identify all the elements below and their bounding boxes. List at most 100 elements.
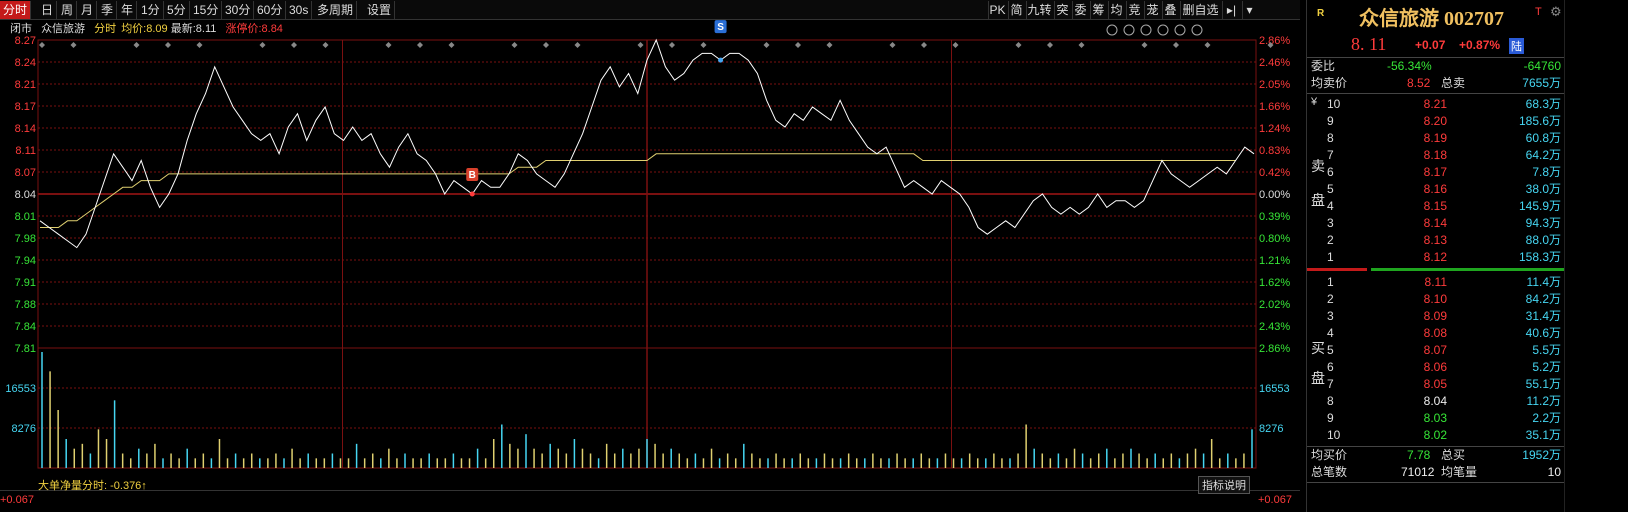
sell-price: 8.12	[1423, 250, 1447, 264]
sell-price: 8.16	[1423, 182, 1447, 196]
limit-price-label: 涨停价:8.84	[225, 23, 282, 35]
zoom-in-icon[interactable]	[1174, 24, 1186, 36]
tool-button-10[interactable]: 删自选	[1180, 1, 1220, 19]
period-tab-5[interactable]: 年	[118, 1, 138, 19]
hand-icon[interactable]	[1123, 24, 1135, 36]
buy-level-row[interactable]: 9 8.03 2.2万	[1307, 410, 1565, 427]
tool-button-6[interactable]: 均	[1108, 1, 1124, 19]
sell-level-row[interactable]: 8 8.19 60.8万	[1307, 130, 1565, 147]
event-diamond-icon	[70, 42, 77, 48]
sell-level-row[interactable]: 1 8.12 158.3万	[1307, 249, 1565, 266]
buy-level-row[interactable]: 3 8.09 31.4万	[1307, 308, 1565, 325]
sell-level-row[interactable]: 5 8.16 38.0万	[1307, 181, 1565, 198]
tool-button-11[interactable]: ▸|	[1222, 1, 1240, 19]
price-change-pct: +0.87%	[1459, 38, 1501, 52]
play-icon[interactable]	[1157, 24, 1169, 36]
total-sell-label: 总卖	[1441, 76, 1466, 90]
sell-level-row[interactable]: 10 8.21 68.3万	[1307, 96, 1565, 113]
period-tab-0[interactable]: 分时	[0, 1, 32, 19]
buy-level-row[interactable]: 4 8.08 40.6万	[1307, 325, 1565, 342]
period-tab-3[interactable]: 月	[78, 1, 98, 19]
sell-volume: 64.2万	[1525, 148, 1561, 162]
refresh-icon[interactable]	[1140, 24, 1152, 36]
tool-button-9[interactable]: 叠	[1162, 1, 1178, 19]
price-tick-label: 7.88	[15, 299, 36, 311]
buy-level-row[interactable]: 8 8.04 11.2万	[1307, 393, 1565, 410]
buy-volume: 11.2万	[1526, 394, 1561, 408]
order-book-panel: R 众信旅游 002707 T ⚙ 8. 11 +0.07 +0.87% 陆 委…	[1306, 0, 1565, 512]
indicator-left-value: +0.067	[0, 494, 34, 506]
period-tab-2[interactable]: 周	[58, 1, 78, 19]
buy-level-row[interactable]: 5 8.07 5.5万	[1307, 342, 1565, 359]
period-tab-10[interactable]: 60分	[254, 1, 287, 19]
buy-side-label-2: 盘	[1311, 370, 1325, 386]
sell-level-row[interactable]: 9 8.20 185.6万	[1307, 113, 1565, 130]
period-tab-7[interactable]: 5分	[164, 1, 190, 19]
intraday-chart[interactable]: 8.27 2.86% 8.24 2.46% 8.21 2.05% 8.17 1.66% 8.14…	[0, 20, 1300, 490]
period-tab-6[interactable]: 1分	[138, 1, 164, 19]
settings-gear-icon[interactable]: ⚙	[1550, 4, 1562, 19]
period-tab-1[interactable]: 日	[38, 1, 58, 19]
tool-button-8[interactable]: 茏	[1144, 1, 1160, 19]
eye-icon[interactable]	[1106, 24, 1118, 36]
sell-level-row[interactable]: 2 8.13 88.0万	[1307, 232, 1565, 249]
stock-name: 众信旅游	[41, 23, 86, 35]
price-change: +0.07	[1415, 38, 1446, 52]
tool-button-0[interactable]: PK	[988, 1, 1006, 19]
buy-volume: 84.2万	[1525, 292, 1561, 306]
event-diamond-icon	[763, 42, 770, 48]
buy-price: 8.09	[1423, 309, 1447, 323]
sell-level: 5	[1327, 182, 1334, 196]
event-diamond-icon	[1015, 42, 1022, 48]
buy-level-row[interactable]: 1 8.11 11.4万	[1307, 274, 1565, 291]
buy-level-row[interactable]: 7 8.05 55.1万	[1307, 376, 1565, 393]
book-divider	[1307, 268, 1367, 271]
buy-level-row[interactable]: 6 8.06 5.2万	[1307, 359, 1565, 376]
sell-level-row[interactable]: 4 8.15 145.9万	[1307, 198, 1565, 215]
buy-level: 5	[1327, 343, 1334, 357]
indicator-help-button[interactable]: 指标说明	[1198, 476, 1250, 494]
period-tab-4[interactable]: 季	[98, 1, 118, 19]
tool-button-5[interactable]: 筹	[1090, 1, 1106, 19]
sell-level-row[interactable]: 7 8.18 64.2万	[1307, 147, 1565, 164]
trade-marker-s	[714, 20, 727, 34]
price-tick-label: 8.11	[15, 145, 36, 157]
tool-button-7[interactable]: 竞	[1126, 1, 1142, 19]
total-trades-value: 71012	[1401, 465, 1435, 479]
period-toolbar: 分时日周月季年 1分 5分 15分 30分 60分 30s 多周期 设置 PK 简九转突委筹均竞茏叠…	[0, 0, 1300, 20]
market-status: 闭市	[10, 23, 32, 35]
period-tab-11[interactable]: 30s	[286, 1, 313, 19]
sell-price: 8.13	[1423, 233, 1447, 247]
tool-button-12[interactable]: ▾	[1242, 1, 1256, 19]
pct-tick-label: 1.66%	[1259, 101, 1290, 113]
period-tab-13[interactable]: 设置	[364, 1, 396, 19]
price-tick-label: 7.98	[15, 233, 36, 245]
pct-tick-label: 2.05%	[1259, 79, 1290, 91]
price-tick-label: 8.07	[15, 167, 36, 179]
sell-level: 4	[1327, 199, 1334, 213]
webi-diff: -64760	[1523, 59, 1561, 73]
volume-tick-label: 16553	[5, 383, 36, 395]
tool-button-1[interactable]: 简	[1008, 1, 1024, 19]
event-diamond-icon	[1173, 42, 1179, 48]
tool-button-2[interactable]: 九转	[1026, 1, 1052, 19]
chart-mode: 分时	[94, 23, 117, 35]
period-tab-9[interactable]: 30分	[222, 1, 255, 19]
book-divider-green	[1371, 268, 1565, 271]
buy-level-row[interactable]: 10 8.02 35.1万	[1307, 427, 1565, 444]
tool-button-4[interactable]: 委	[1072, 1, 1088, 19]
event-diamond-icon	[1204, 42, 1211, 48]
sell-level-row[interactable]: 3 8.14 94.3万	[1307, 215, 1565, 232]
sell-level-row[interactable]: 6 8.17 7.8万	[1307, 164, 1565, 181]
buy-level-row[interactable]: 2 8.10 84.2万	[1307, 291, 1565, 308]
sell-volume: 38.0万	[1525, 182, 1561, 196]
pct-tick-label: 2.86%	[1259, 35, 1290, 47]
event-diamond-icon	[417, 42, 423, 48]
period-tab-12[interactable]: 多周期	[314, 1, 358, 19]
buy-volume: 55.1万	[1525, 377, 1561, 391]
tool-button-3[interactable]: 突	[1054, 1, 1070, 19]
pct-tick-label: 1.24%	[1259, 123, 1290, 135]
zoom-out-icon[interactable]	[1191, 24, 1203, 36]
period-tab-8[interactable]: 15分	[190, 1, 223, 19]
pct-tick-label: 1.62%	[1259, 277, 1290, 289]
